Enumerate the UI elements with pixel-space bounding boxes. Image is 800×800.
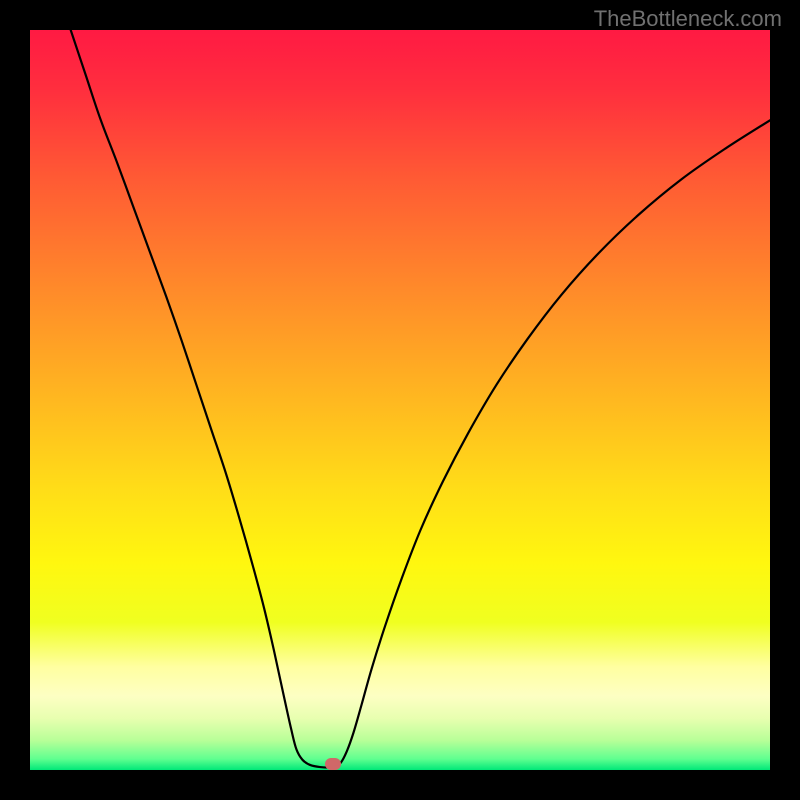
chart-container: TheBottleneck.com	[0, 0, 800, 800]
optimum-marker	[325, 758, 341, 770]
watermark-text: TheBottleneck.com	[594, 6, 782, 32]
plot-area	[30, 30, 770, 770]
bottleneck-curve	[30, 30, 770, 770]
